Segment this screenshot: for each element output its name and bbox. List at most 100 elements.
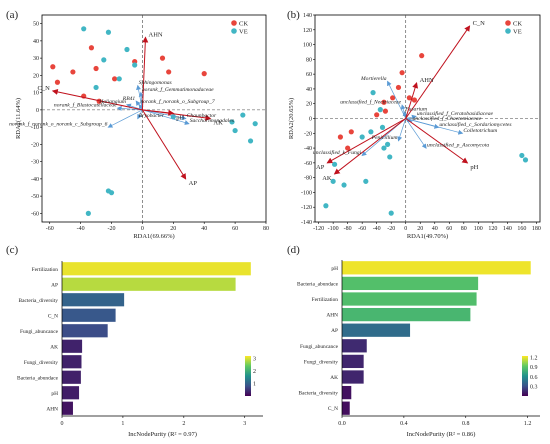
point-ck: [166, 69, 172, 75]
x-tick-label: 120: [488, 226, 497, 232]
point-ve: [388, 210, 394, 216]
plot-frame: [41, 14, 267, 223]
bar: [342, 307, 471, 322]
x-tick-label: -60: [358, 226, 366, 232]
x-tick-label: 1.2: [524, 421, 532, 427]
y-tick-label: 40: [306, 87, 312, 93]
y-tick-label: 20: [306, 102, 312, 108]
point-ck: [395, 84, 402, 91]
y-tick-label: 100: [303, 43, 312, 49]
category-label: Fungi_abuncance: [300, 344, 339, 350]
category-label: pH: [51, 391, 58, 397]
point-ck: [390, 95, 396, 101]
taxon-label: norank_f_norank_o_norank_c_Subgroup_6: [9, 121, 108, 128]
bar: [342, 339, 367, 353]
colorbar-tick-label: 0.6: [530, 375, 538, 381]
x-tick-label: 180: [532, 226, 541, 232]
point-ve: [384, 141, 391, 147]
x-tick-label: 140: [503, 226, 512, 232]
x-tick-label: 80: [461, 226, 467, 232]
bar: [342, 292, 477, 306]
taxon-arrow: [405, 118, 427, 149]
bar: [62, 277, 236, 291]
point-ck: [50, 64, 56, 70]
y-tick-label: 0: [309, 117, 312, 123]
x-tick-label: 0: [141, 226, 144, 232]
y-tick-label: 20: [33, 73, 39, 79]
point-ck: [88, 45, 95, 51]
x-tick-label: 0.0: [338, 421, 346, 427]
colorbar-tick-label: 3: [253, 357, 256, 363]
y-tick-label: -50: [31, 194, 39, 200]
panel-label: (a): [6, 9, 19, 21]
point-ve: [124, 46, 130, 53]
x-tick-label: 100: [474, 226, 483, 232]
taxon-label: unclassified_c_Sordariomycetes: [439, 121, 511, 128]
bar: [62, 386, 80, 400]
x-tick-label: 1: [121, 421, 124, 427]
y-tick-label: -20: [31, 142, 39, 148]
colorbar-tick-label: 1: [253, 382, 256, 388]
point-ve: [101, 57, 107, 63]
env-arrow: [405, 118, 469, 164]
env-label: AHN: [149, 31, 163, 38]
taxon-arrow: [107, 109, 143, 128]
point-ve: [368, 129, 374, 135]
category-label: C_N: [48, 313, 58, 319]
x-tick-label: 2: [182, 421, 185, 427]
x-tick-label: 40: [201, 226, 207, 232]
point-ck: [93, 65, 99, 72]
x-tick-label: -120: [313, 226, 324, 232]
y-tick-label: 140: [303, 13, 312, 19]
y-tick-label: -120: [301, 205, 312, 211]
point-ve: [116, 76, 122, 82]
env-arrow: [141, 109, 187, 180]
legend-label: CK: [239, 20, 248, 27]
panel-label: (b): [287, 9, 300, 21]
bar: [62, 262, 251, 276]
env-label: pH: [176, 114, 184, 121]
colorbar-tick-label: 2: [253, 369, 256, 375]
y-tick-label: -40: [304, 146, 312, 152]
bar: [342, 401, 350, 415]
point-ve: [247, 138, 254, 144]
x-tick-label: 80: [263, 226, 269, 232]
env-arrow: [51, 89, 143, 111]
x-tick-label: 60: [232, 226, 238, 232]
taxon-label: unclassified_f_Ceratobasidiaceae: [417, 110, 494, 117]
y-tick-label: 80: [306, 57, 312, 63]
point-ck: [348, 129, 354, 135]
category-label: Bacteria_diversity: [298, 391, 338, 397]
point-ck: [382, 108, 389, 114]
x-tick-label: 40: [432, 226, 438, 232]
env-label: C_N: [38, 85, 51, 92]
category-label: Fertilization: [312, 297, 339, 303]
y-axis-label: RDA2(11.64%): [15, 98, 22, 139]
point-ve: [252, 121, 258, 127]
y-axis-label: RDA2(20.65%): [288, 98, 295, 139]
env-arrow: [333, 118, 407, 175]
point-ve: [381, 145, 387, 151]
point-ve: [132, 62, 138, 68]
category-label: Fertilization: [32, 267, 59, 273]
env-arrow: [142, 109, 212, 121]
x-tick-label: 3: [243, 421, 246, 427]
legend-label: CK: [513, 20, 522, 27]
taxon-label: norank_f_norank_o_Subgroup_7: [140, 98, 215, 105]
y-tick-label: -20: [304, 131, 312, 137]
point-ve: [387, 154, 393, 160]
point-ve: [341, 182, 347, 188]
point-ck: [159, 55, 166, 61]
legend-marker-ck: [231, 20, 237, 26]
category-label: AK: [330, 375, 338, 381]
taxon-arrow: [397, 118, 407, 142]
taxon-label: unclassified_f_Nectriaceae: [340, 99, 401, 106]
taxon-label: unclassified_k_Fungi: [313, 149, 362, 156]
bar: [62, 324, 108, 338]
taxon-arrow: [142, 109, 190, 125]
x-tick-label: -40: [77, 226, 85, 232]
x-tick-label: 20: [170, 226, 176, 232]
y-tick-label: 50: [33, 22, 39, 28]
legend-label: VE: [239, 28, 248, 35]
